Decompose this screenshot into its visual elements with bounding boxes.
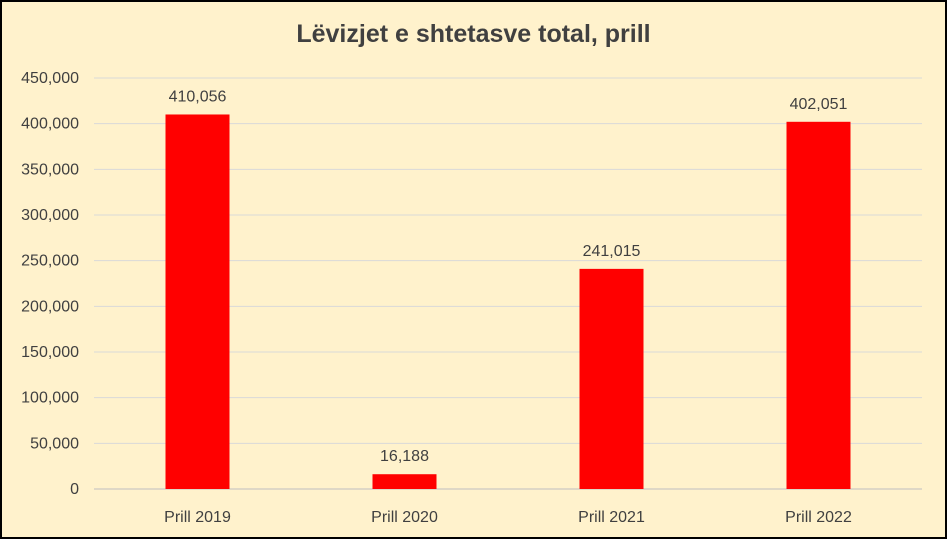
y-tick-label: 300,000 — [21, 207, 79, 224]
bar — [165, 114, 230, 490]
x-tick-label: Prill 2021 — [578, 509, 645, 526]
y-tick-label: 100,000 — [21, 390, 79, 407]
x-tick-label: Prill 2020 — [371, 509, 438, 526]
bar — [786, 121, 851, 489]
data-label: 16,188 — [380, 448, 429, 465]
bar — [579, 268, 644, 489]
chart-title: Lëvizjet e shtetasve total, prill — [296, 20, 651, 48]
y-tick-label: 50,000 — [30, 435, 79, 452]
data-label: 241,015 — [583, 243, 641, 260]
y-tick-label: 450,000 — [21, 70, 79, 87]
data-label: 402,051 — [790, 96, 848, 113]
y-tick-label: 350,000 — [21, 161, 79, 178]
y-tick-label: 200,000 — [21, 298, 79, 315]
y-tick-label: 400,000 — [21, 116, 79, 133]
bar — [372, 474, 437, 489]
x-tick-label: Prill 2022 — [785, 509, 852, 526]
y-tick-label: 150,000 — [21, 344, 79, 361]
data-label: 410,056 — [169, 88, 227, 105]
y-tick-label: 0 — [70, 481, 79, 498]
x-tick-label: Prill 2019 — [164, 509, 231, 526]
y-tick-label: 250,000 — [21, 253, 79, 270]
